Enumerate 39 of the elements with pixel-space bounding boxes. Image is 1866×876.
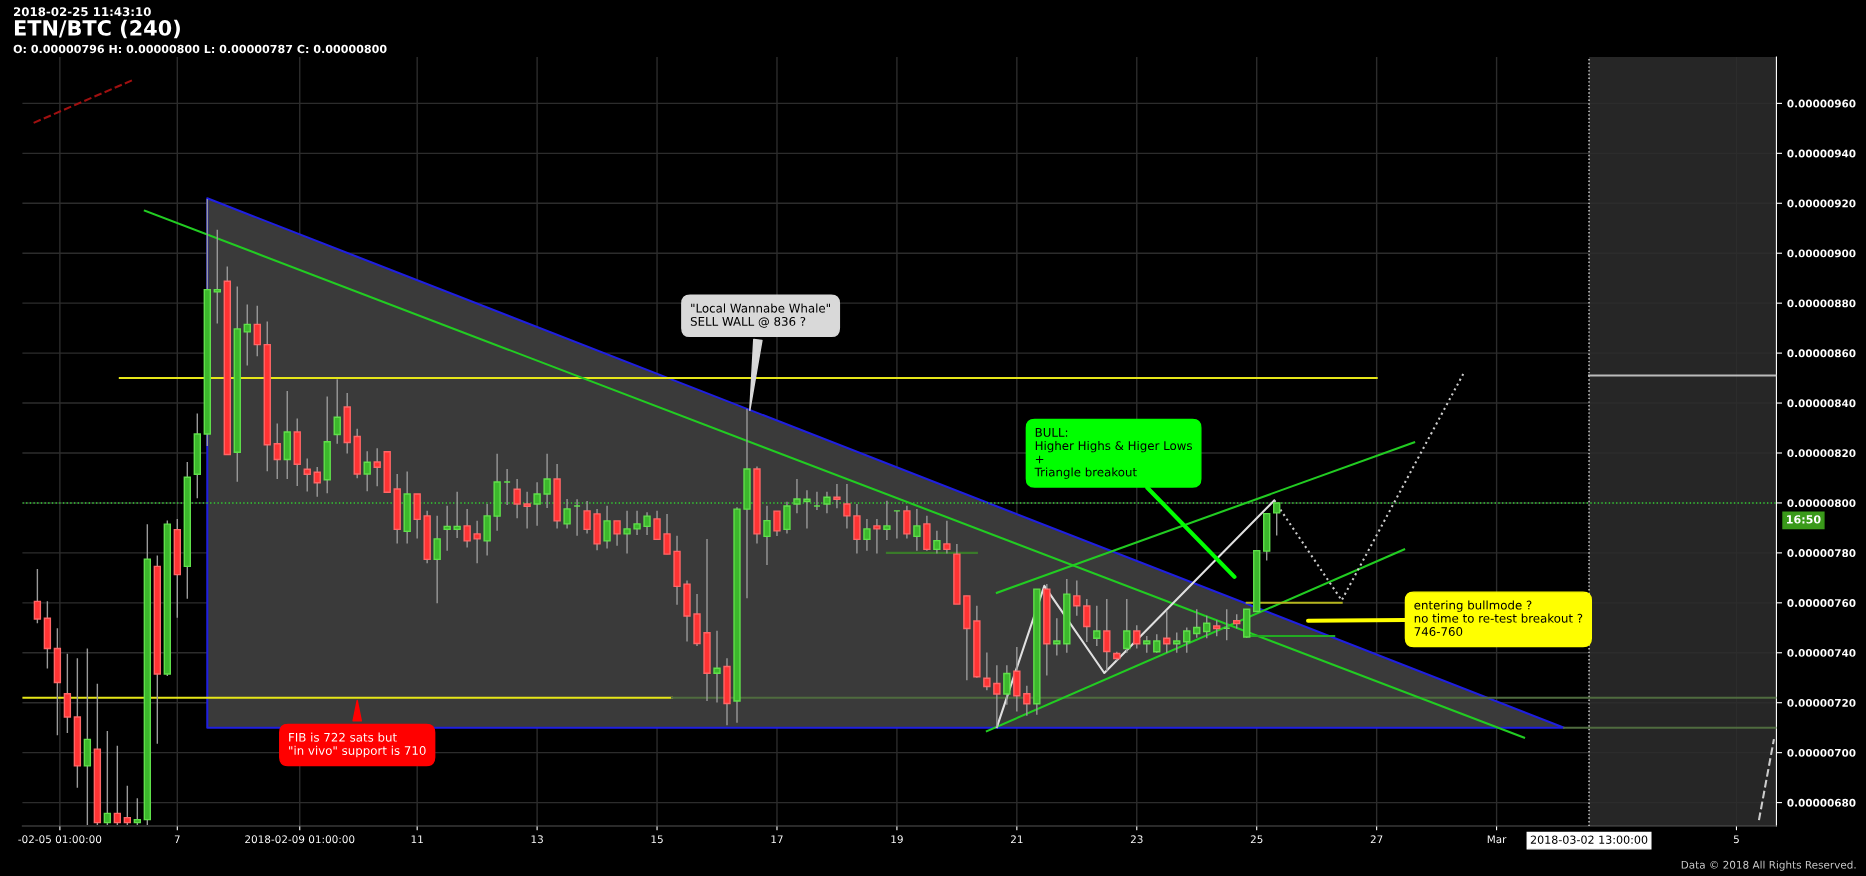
y-tick-label: 0.00000700 [1787, 748, 1856, 757]
y-tick-label: 0.00000880 [1787, 299, 1856, 308]
x-tick-label: -02-05 01:00:00 [18, 835, 102, 844]
chart-title: ETN/BTC (240) [14, 19, 180, 39]
ref-line-label: 2018-03-02 13:00:00 [1530, 835, 1648, 844]
x-tick-label: 5 [1733, 835, 1739, 844]
annotation: "Local Wannabe Whale" SELL WALL @ 836 ? [690, 303, 830, 328]
x-tick-label: 25 [1250, 835, 1263, 844]
x-tick-label: 2018-02-09 01:00:00 [245, 835, 355, 844]
y-tick-label: 0.00000720 [1787, 698, 1856, 707]
annotation: entering bullmode ? no time to re-test breakout ? 746-760 [1414, 600, 1583, 636]
y-tick-label: 0.00000740 [1787, 648, 1856, 657]
x-tick-label: Mar [1487, 835, 1507, 844]
x-tick-label: 17 [771, 835, 783, 844]
x-tick-label: 13 [531, 835, 543, 844]
y-tick-label: 0.00000900 [1787, 249, 1856, 258]
text: 16:50 [1787, 515, 1821, 524]
chart-subtitle: O: 0.00000796 H: 0.00000800 L: 0.00000787 C: 0.00000800 [13, 44, 387, 54]
annotation: FIB is 722 sats but "in vivo" support is 710 [289, 732, 426, 758]
y-tick-label: 0.00000920 [1787, 199, 1856, 208]
x-tick-label: 7 [174, 835, 180, 844]
x-tick-label: 19 [891, 835, 903, 844]
annotation: BULL: Higher Highs & Higer Lows + Triangle breakout [1034, 428, 1192, 479]
y-tick-label: 0.00000800 [1787, 499, 1856, 508]
x-tick-label: 15 [651, 835, 663, 844]
x-tick-label: 27 [1370, 835, 1383, 844]
y-tick-label: 0.00000780 [1787, 549, 1856, 557]
y-tick-label: 0.00000820 [1787, 449, 1856, 458]
x-tick-label: 21 [1010, 835, 1023, 844]
y-tick-label: 0.00000860 [1787, 349, 1856, 358]
y-tick-label: 0.00000760 [1787, 599, 1856, 607]
x-tick-label: 11 [411, 835, 423, 844]
x-tick-label: 23 [1130, 835, 1143, 844]
text: Data © 2018 All Rights Reserved. [1681, 860, 1856, 871]
y-tick-label: 0.00000940 [1787, 149, 1856, 158]
y-tick-label: 0.00000840 [1787, 399, 1856, 408]
text: 2018-02-25 11:43:10 [14, 7, 151, 17]
y-tick-label: 0.00000960 [1787, 99, 1856, 108]
y-tick-label: 0.00000680 [1787, 798, 1856, 807]
